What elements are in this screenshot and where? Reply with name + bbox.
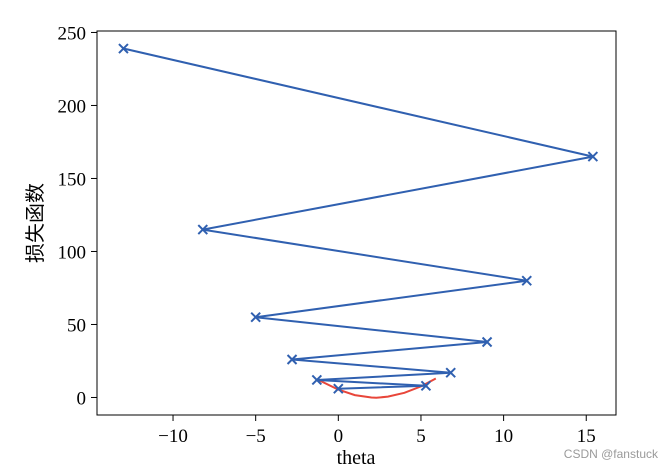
plot-frame bbox=[96, 30, 617, 416]
x-marker bbox=[118, 43, 129, 54]
x-marker bbox=[286, 354, 298, 365]
x-marker bbox=[521, 275, 532, 286]
x-marker-stroke bbox=[311, 374, 323, 386]
x-marker bbox=[197, 224, 208, 235]
x-marker bbox=[445, 367, 456, 378]
y-tick-label: 50 bbox=[67, 315, 86, 336]
gradient-descent-path bbox=[123, 47, 594, 390]
x-marker bbox=[420, 380, 432, 392]
loss-curve-layer bbox=[318, 377, 437, 399]
x-tick-label: −10 bbox=[158, 426, 188, 447]
x-marker-stroke bbox=[481, 336, 493, 348]
x-marker bbox=[250, 311, 261, 323]
x-marker bbox=[481, 336, 493, 348]
y-axis: 0 50 100 150 200 250 bbox=[58, 23, 97, 409]
x-marker-stroke bbox=[521, 275, 532, 286]
x-marker-stroke bbox=[587, 151, 599, 162]
x-axis: −10 −5 0 5 10 15 bbox=[158, 415, 596, 447]
x-marker-stroke bbox=[420, 380, 432, 392]
x-marker-stroke bbox=[333, 383, 344, 394]
x-marker-stroke bbox=[197, 224, 208, 235]
x-marker-stroke bbox=[286, 354, 298, 365]
y-tick-label: 0 bbox=[77, 388, 87, 409]
x-marker-stroke bbox=[445, 367, 456, 378]
loss-curve bbox=[318, 377, 437, 399]
watermark: CSDN @fanstuck bbox=[563, 447, 658, 461]
x-tick-label: 10 bbox=[494, 426, 513, 447]
x-marker bbox=[587, 151, 599, 162]
x-tick-label: 0 bbox=[334, 426, 344, 447]
x-marker bbox=[311, 374, 323, 386]
x-tick-label: 15 bbox=[577, 426, 596, 447]
y-tick-label: 150 bbox=[58, 169, 87, 190]
x-tick-label: −5 bbox=[246, 426, 266, 447]
x-marker bbox=[333, 383, 344, 394]
y-axis-label: 损失函数 bbox=[24, 183, 47, 263]
y-tick-label: 200 bbox=[58, 96, 87, 117]
x-marker-stroke bbox=[250, 311, 261, 323]
x-axis-label: theta bbox=[337, 447, 376, 469]
y-tick-label: 250 bbox=[58, 23, 87, 44]
y-tick-label: 100 bbox=[58, 242, 87, 263]
x-tick-label: 5 bbox=[416, 426, 426, 447]
series-layer bbox=[118, 43, 599, 394]
x-marker-stroke bbox=[118, 43, 129, 54]
